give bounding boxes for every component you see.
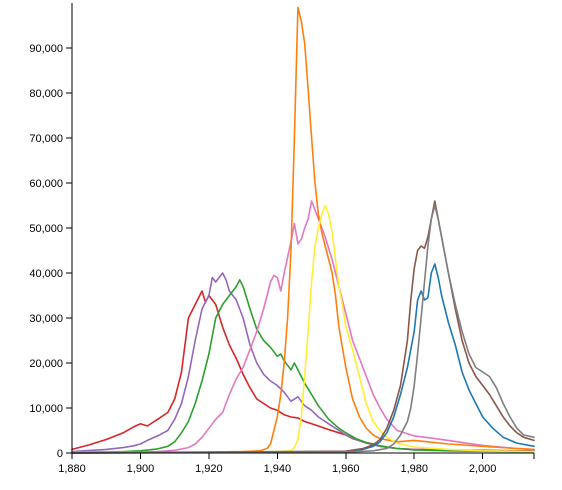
- y-tick-label: 50,000: [29, 223, 63, 235]
- x-tick-label: 1,960: [332, 463, 360, 475]
- series-line-6: [71, 204, 535, 454]
- y-tick-label: 70,000: [29, 133, 63, 145]
- x-tick-label: 1,920: [195, 463, 223, 475]
- series-line-2: [71, 272, 535, 453]
- x-tick-label: 1,880: [58, 463, 86, 475]
- series-line-1: [71, 290, 535, 452]
- x-tick-label: 1,980: [400, 463, 428, 475]
- y-tick-label: 60,000: [29, 178, 63, 190]
- series-line-8: [71, 200, 535, 454]
- series-line-4: [71, 200, 535, 454]
- series-line-3: [71, 278, 535, 453]
- x-tick-label: 1,900: [127, 463, 155, 475]
- y-tick-label: 0: [57, 448, 63, 460]
- y-tick-label: 40,000: [29, 268, 63, 280]
- x-tick-label: 2,000: [469, 463, 497, 475]
- y-tick-label: 80,000: [29, 88, 63, 100]
- y-axis-ticks: 0 10,000 20,000 30,000 40,000 50,000 60,000 70,…: [29, 43, 72, 460]
- y-tick-label: 10,000: [29, 403, 63, 415]
- series-line-9: [71, 204, 535, 454]
- x-tick-label: 1,940: [264, 463, 292, 475]
- y-tick-label: 20,000: [29, 358, 63, 370]
- series-lines: [71, 6, 535, 454]
- x-axis-ticks: 1,880 1,900 1,920 1,940 1,960 1,980 2,000: [58, 453, 535, 475]
- series-line-7: [71, 263, 535, 454]
- series-line-5: [71, 6, 535, 454]
- y-tick-label: 90,000: [29, 43, 63, 55]
- y-tick-label: 30,000: [29, 313, 63, 325]
